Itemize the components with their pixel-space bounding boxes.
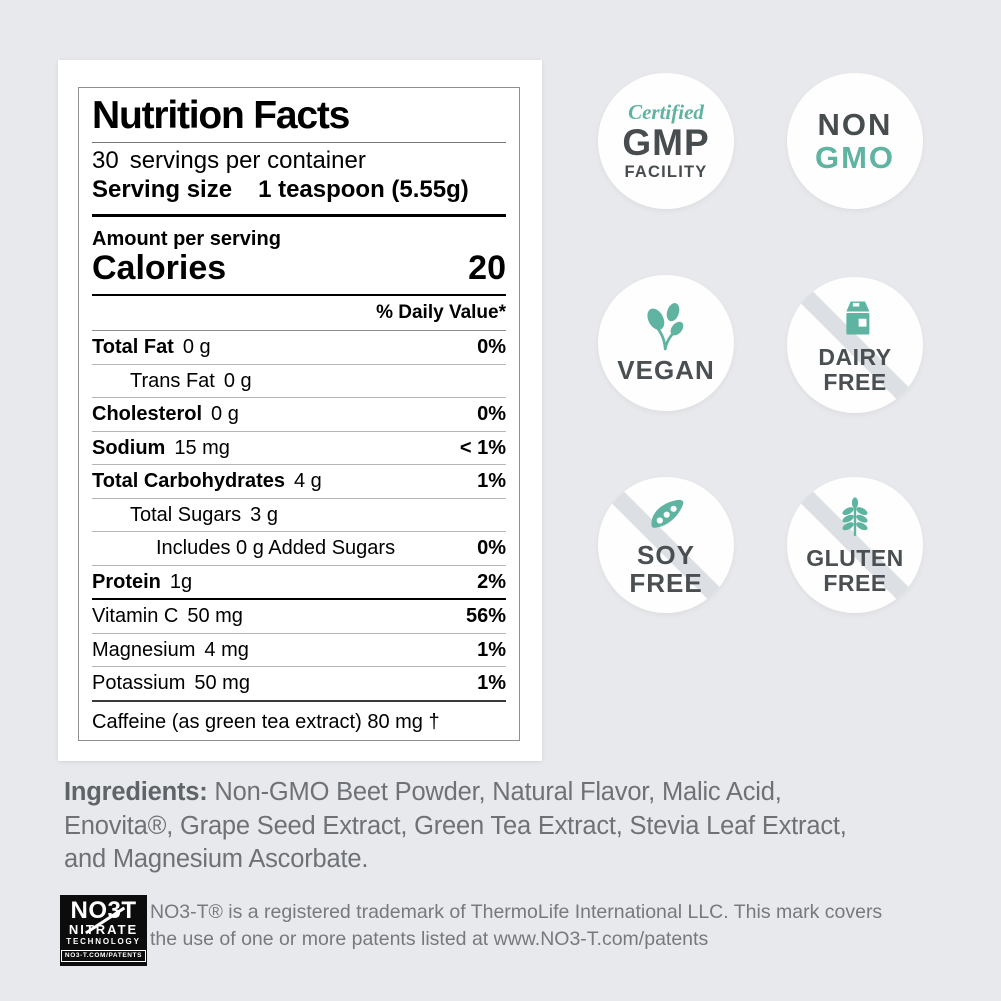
nutrient-dv: 1% <box>477 470 506 492</box>
nutrient-dv: 56% <box>465 605 506 627</box>
gluten-text: GLUTEN <box>806 545 904 571</box>
badge-gluten-free: GLUTEN FREE <box>787 477 923 613</box>
serving-size-value: 1 teaspoon (5.55g) <box>258 176 469 203</box>
nutrient-row-potassium: Potassium 50 mg 1% <box>92 667 506 702</box>
daily-value-header: % Daily Value* <box>92 296 506 331</box>
servings-label: servings per container <box>129 147 366 174</box>
nutrient-dv: 0% <box>477 403 506 425</box>
nutrient-amount: 50 mg <box>187 605 243 627</box>
nutrient-amount: 4 g <box>294 470 322 492</box>
wheat-icon <box>833 494 877 546</box>
nutrient-name: Sodium <box>92 436 166 459</box>
gmp-facility-text: FACILITY <box>624 163 708 181</box>
nutrient-dv: < 1% <box>459 436 506 459</box>
badge-certified-gmp-facility: Certified GMP FACILITY <box>598 73 734 209</box>
nutrient-amount: 4 mg <box>204 638 249 661</box>
trademark-line1: NO3-T® is a registered trademark of Ther… <box>150 901 883 923</box>
badge-dairy-free: DAIRY FREE <box>787 277 923 413</box>
nutrient-dv: 1% <box>477 638 506 661</box>
nutrient-name: Total Fat <box>92 336 174 358</box>
nutrient-name: Trans Fat <box>130 369 215 392</box>
nutrient-row-trans-fat: Trans Fat 0 g <box>92 365 506 398</box>
ingredients-line1: Non-GMO Beet Powder, Natural Flavor, Mal… <box>214 778 782 806</box>
nutrient-amount: 0 g <box>223 369 252 392</box>
milk-carton-icon <box>832 295 878 345</box>
trademark-notice: NO3-T® is a registered trademark of Ther… <box>150 899 950 953</box>
free-text: FREE <box>823 369 887 395</box>
vegan-text: VEGAN <box>617 355 715 385</box>
no3t-logo-nitrate: NITRATE <box>68 922 139 937</box>
nutrient-row-magnesium: Magnesium 4 mg 1% <box>92 634 506 667</box>
badge-soy-free: SOY FREE <box>598 477 734 613</box>
nutrient-name: Cholesterol <box>92 403 203 425</box>
no3t-logo: NO3T NITRATE TECHNOLOGY NO3-T.COM/PATENT… <box>60 895 147 966</box>
nutrient-row-cholesterol: Cholesterol 0 g 0% <box>92 398 506 432</box>
nutrient-name: Potassium <box>92 672 186 694</box>
gmp-certified-text: Certified <box>628 100 704 124</box>
nutrition-facts-title: Nutrition Facts <box>92 94 350 137</box>
thick-divider <box>92 293 506 296</box>
calories-value: 20 <box>468 248 506 287</box>
nutrient-dv: 1% <box>477 672 506 694</box>
nutrient-name: Magnesium <box>92 638 196 661</box>
leaf-icon <box>638 302 694 356</box>
nutrient-name: Protein <box>92 570 161 593</box>
nutrient-amount: 50 mg <box>194 672 250 694</box>
nutrient-name: Includes 0 g Added Sugars <box>156 537 396 559</box>
nutrient-row-total-sugars: Total Sugars 3 g <box>92 499 506 532</box>
nutrition-facts-panel: Nutrition Facts 30 servings per container… <box>58 60 542 761</box>
nutrient-amount: 3 g <box>250 503 278 526</box>
soy-text: SOY <box>637 540 695 570</box>
free-text: FREE <box>823 570 887 596</box>
amount-per-serving-label: Amount per serving <box>92 227 281 250</box>
nutrient-amount: 0 g <box>211 403 239 425</box>
nutrient-amount: 0 g <box>182 336 211 358</box>
ingredients-section: Ingredients: Non-GMO Beet Powder, Natura… <box>64 776 954 877</box>
trademark-line2: the use of one or more patents listed at… <box>150 928 709 950</box>
nutrient-row-vitamin-c: Vitamin C 50 mg 56% <box>92 600 506 634</box>
no3t-logo-technology: TECHNOLOGY <box>66 937 141 946</box>
nutrient-row-total-fat: Total Fat 0 g 0% <box>92 331 506 365</box>
no3t-logo-patents-box: NO3-T.COM/PATENTS <box>60 950 147 962</box>
nutrient-row-protein: Protein 1g 2% <box>92 566 506 600</box>
caffeine-row: Caffeine (as green tea extract) 80 mg † <box>92 710 440 733</box>
dairy-text: DAIRY <box>818 344 892 370</box>
nutrient-amount: 1g <box>169 570 193 593</box>
nutrient-row-added-sugars: Includes 0 g Added Sugars 0% <box>92 532 506 566</box>
ingredients-label: Ingredients: <box>64 778 208 806</box>
nutrient-dv: 2% <box>477 570 506 593</box>
nutrient-name: Total Sugars <box>130 503 242 526</box>
divider <box>92 142 506 143</box>
nutrient-dv: 0% <box>477 336 506 358</box>
ingredients-line2: Enovita®, Grape Seed Extract, Green Tea … <box>64 811 847 840</box>
ingredients-line3: and Magnesium Ascorbate. <box>64 845 369 873</box>
free-text: FREE <box>629 568 703 598</box>
pea-pod-icon <box>638 493 694 541</box>
calories-row: Calories 20 <box>92 248 506 287</box>
servings-count: 30 <box>92 147 119 174</box>
nutrient-amount: 15 mg <box>174 436 230 459</box>
nutrient-name: Vitamin C <box>92 605 179 627</box>
badge-vegan: VEGAN <box>598 275 734 411</box>
calories-label: Calories <box>92 248 227 287</box>
nutrient-dv: 0% <box>477 537 506 559</box>
nutrient-row-sodium: Sodium 15 mg < 1% <box>92 432 506 465</box>
serving-size-row: Serving size 1 teaspoon (5.55g) <box>92 175 506 205</box>
thick-divider <box>92 214 506 217</box>
servings-per-container: 30 servings per container <box>92 146 506 175</box>
gmp-text: GMP <box>622 122 710 163</box>
nutrient-row-total-carbohydrates: Total Carbohydrates 4 g 1% <box>92 465 506 499</box>
nutrient-name: Total Carbohydrates <box>92 470 285 492</box>
serving-size-label: Serving size <box>92 176 233 203</box>
badge-non-gmo: NON GMO <box>787 73 923 209</box>
nutrition-facts-border: Nutrition Facts 30 servings per container… <box>78 87 520 741</box>
non-text: NON <box>817 107 893 142</box>
gmo-text: GMO <box>814 140 896 175</box>
